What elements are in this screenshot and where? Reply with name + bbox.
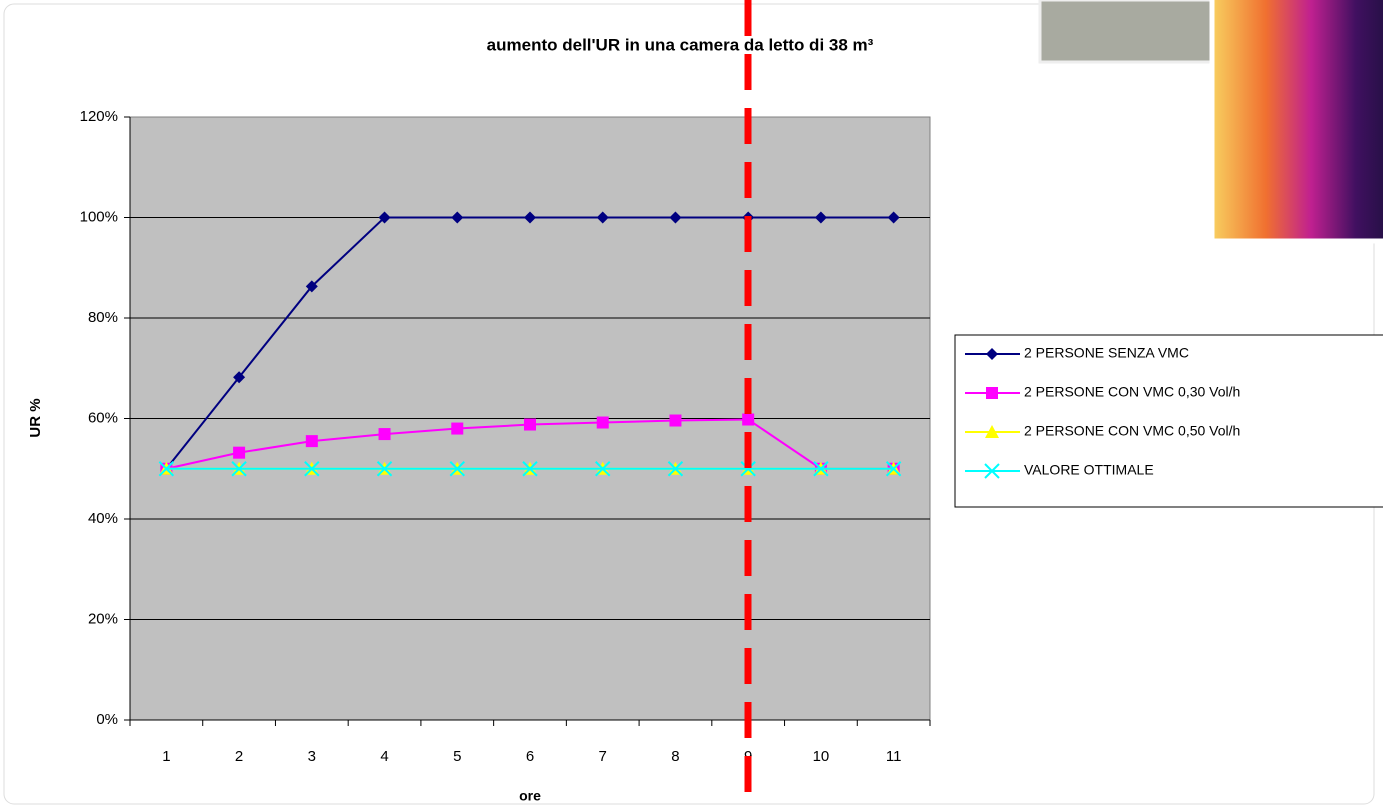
y-tick-label: 0% (96, 711, 118, 728)
y-tick-label: 40% (88, 510, 118, 527)
y-tick-label: 120% (80, 108, 118, 125)
marker (597, 417, 609, 429)
page: aumento dell'UR in una camera da letto d… (0, 0, 1383, 809)
x-tick-label: 4 (380, 748, 388, 765)
x-tick-label: 2 (235, 748, 243, 765)
legend-label: 2 PERSONE SENZA VMC (1024, 345, 1189, 361)
thermal-photo (1212, 0, 1383, 241)
marker (524, 419, 536, 431)
y-axis-label: UR % (27, 398, 44, 437)
marker (451, 423, 463, 435)
legend-label: 2 PERSONE CON VMC 0,30 Vol/h (1024, 384, 1240, 400)
marker (306, 435, 318, 447)
y-tick-label: 60% (88, 409, 118, 426)
x-axis-label: ore (519, 788, 541, 804)
x-tick-label: 10 (813, 748, 830, 765)
y-tick-label: 80% (88, 309, 118, 326)
x-tick-label: 8 (671, 748, 679, 765)
marker (379, 428, 391, 440)
y-tick-label: 100% (80, 208, 118, 225)
marker (986, 387, 998, 399)
chart: aumento dell'UR in una camera da letto d… (0, 0, 1383, 809)
y-tick-label: 20% (88, 610, 118, 627)
marker (742, 414, 754, 426)
legend-label: 2 PERSONE CON VMC 0,50 Vol/h (1024, 423, 1240, 439)
legend-label: VALORE OTTIMALE (1024, 462, 1154, 478)
marker (233, 447, 245, 459)
x-tick-label: 7 (599, 748, 607, 765)
x-tick-label: 1 (162, 748, 170, 765)
marker (669, 415, 681, 427)
x-tick-label: 6 (526, 748, 534, 765)
x-tick-label: 3 (308, 748, 316, 765)
x-tick-label: 5 (453, 748, 461, 765)
photo (1040, 0, 1230, 62)
chart-title: aumento dell'UR in una camera da letto d… (487, 35, 874, 54)
x-tick-label: 11 (886, 748, 902, 765)
legend (955, 335, 1383, 507)
